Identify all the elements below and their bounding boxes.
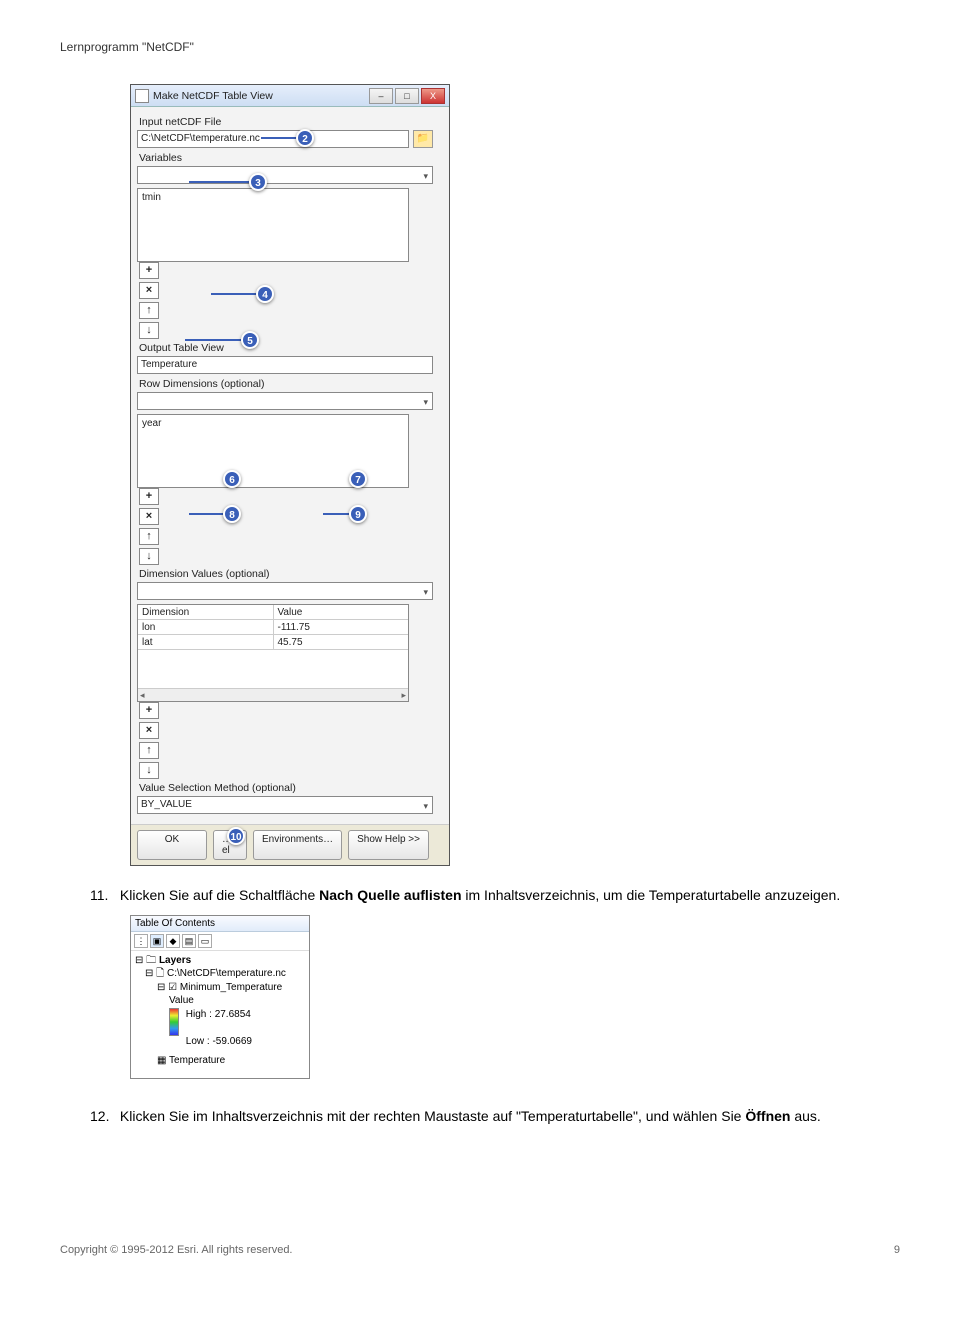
- toc-tool-icon[interactable]: ◆: [166, 934, 180, 948]
- callout-4: 4: [256, 285, 274, 303]
- browse-icon[interactable]: 📁: [413, 130, 433, 148]
- callout-3: 3: [249, 173, 267, 191]
- value-method-dropdown[interactable]: BY_VALUE: [137, 796, 433, 814]
- copyright: Copyright © 1995-2012 Esri. All rights r…: [60, 1244, 293, 1256]
- callout-2: 2: [296, 129, 314, 147]
- dim-header-value: Value: [274, 605, 409, 620]
- label-value-method: Value Selection Method (optional): [139, 782, 433, 794]
- label-dim-values: Dimension Values (optional): [139, 568, 433, 580]
- label-input-file: Input netCDF File: [139, 116, 433, 128]
- list-item[interactable]: year: [142, 417, 404, 430]
- callout-9: 9: [349, 505, 367, 523]
- callout-5: 5: [241, 331, 259, 349]
- remove-button[interactable]: ×: [139, 508, 159, 525]
- callout-10: 10: [227, 827, 245, 845]
- rowdim-dropdown[interactable]: [137, 392, 433, 410]
- add-button[interactable]: +: [139, 488, 159, 505]
- up-button[interactable]: ↑: [139, 302, 159, 319]
- toc-layer[interactable]: Minimum_Temperature: [180, 982, 282, 993]
- ok-button[interactable]: OK: [137, 830, 207, 860]
- window-title: Make NetCDF Table View: [153, 90, 367, 102]
- toc-title: Table Of Contents: [131, 916, 309, 932]
- toc-tool-icon[interactable]: ⋮: [134, 934, 148, 948]
- list-item[interactable]: tmin: [142, 191, 404, 204]
- netcdf-dialog: Make NetCDF Table View – □ X 2 3 4 5 6 7…: [130, 84, 450, 866]
- toc-tool-icon[interactable]: ▭: [198, 934, 212, 948]
- toc-value-label: Value: [135, 994, 305, 1008]
- toc-low-value: -59.0669: [212, 1036, 251, 1047]
- instruction-12: 12. Klicken Sie im Inhaltsverzeichnis mi…: [90, 1107, 900, 1126]
- table-cell[interactable]: -111.75: [274, 620, 409, 635]
- output-table-field[interactable]: Temperature: [137, 356, 433, 374]
- add-button[interactable]: +: [139, 262, 159, 279]
- page-number: 9: [894, 1244, 900, 1256]
- up-button[interactable]: ↑: [139, 742, 159, 759]
- remove-button[interactable]: ×: [139, 282, 159, 299]
- toc-source[interactable]: C:\NetCDF\temperature.nc: [167, 968, 286, 979]
- dimvalues-dropdown[interactable]: [137, 582, 433, 600]
- rowdim-list[interactable]: year: [137, 414, 409, 488]
- label-row-dim: Row Dimensions (optional): [139, 378, 433, 390]
- down-button[interactable]: ↓: [139, 762, 159, 779]
- callout-6: 6: [223, 470, 241, 488]
- input-file-field[interactable]: C:\NetCDF\temperature.nc: [137, 130, 409, 148]
- down-button[interactable]: ↓: [139, 548, 159, 565]
- variables-list[interactable]: tmin: [137, 188, 409, 262]
- dim-table[interactable]: Dimension Value lon -111.75 lat 45.75 ◂▸: [137, 604, 409, 702]
- toc-layers[interactable]: Layers: [159, 955, 191, 966]
- instruction-11: 11. Klicken Sie auf die Schaltfläche Nac…: [90, 886, 900, 905]
- table-cell[interactable]: 45.75: [274, 635, 409, 650]
- page-header: Lernprogramm "NetCDF": [60, 40, 900, 54]
- titlebar: Make NetCDF Table View – □ X: [131, 85, 449, 107]
- label-output-table: Output Table View: [139, 342, 433, 354]
- minimize-button[interactable]: –: [369, 88, 393, 104]
- table-of-contents: Table Of Contents ⋮ ▣ ◆ ▤ ▭ ⊟ 🗀 Layers ⊟…: [130, 915, 310, 1079]
- table-cell[interactable]: lat: [138, 635, 274, 650]
- add-button[interactable]: +: [139, 702, 159, 719]
- remove-button[interactable]: ×: [139, 722, 159, 739]
- show-help-button[interactable]: Show Help >>: [348, 830, 429, 860]
- toc-tool-icon[interactable]: ▣: [150, 934, 164, 948]
- callout-8: 8: [223, 505, 241, 523]
- environments-button[interactable]: Environments…: [253, 830, 342, 860]
- variables-dropdown[interactable]: [137, 166, 433, 184]
- callout-7: 7: [349, 470, 367, 488]
- label-variables: Variables: [139, 152, 433, 164]
- toc-high-value: 27.6854: [215, 1009, 251, 1020]
- table-cell[interactable]: lon: [138, 620, 274, 635]
- toc-tool-icon[interactable]: ▤: [182, 934, 196, 948]
- color-ramp-icon: [169, 1008, 179, 1036]
- maximize-button[interactable]: □: [395, 88, 419, 104]
- up-button[interactable]: ↑: [139, 528, 159, 545]
- app-icon: [135, 89, 149, 103]
- dim-header-dimension: Dimension: [138, 605, 274, 620]
- toc-temperature[interactable]: Temperature: [169, 1055, 225, 1066]
- close-button[interactable]: X: [421, 88, 445, 104]
- down-button[interactable]: ↓: [139, 322, 159, 339]
